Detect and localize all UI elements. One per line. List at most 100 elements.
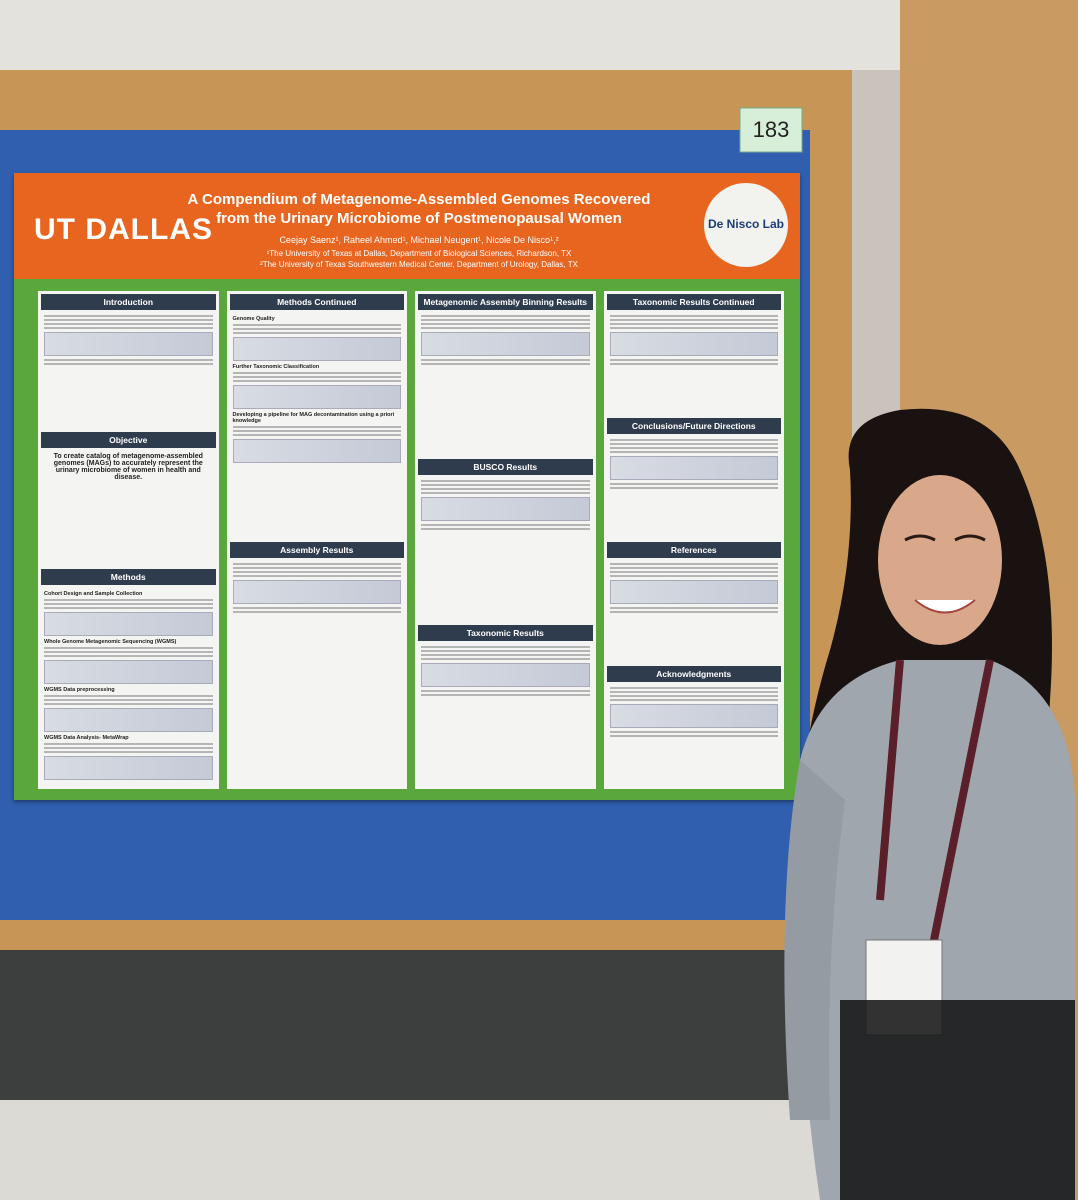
figure xyxy=(609,704,778,728)
text-line xyxy=(232,324,401,326)
figure xyxy=(609,456,778,480)
eye xyxy=(904,534,936,542)
text-line xyxy=(421,323,590,325)
figure xyxy=(421,662,590,687)
text-line xyxy=(232,332,401,334)
text-line xyxy=(421,657,590,660)
section-body xyxy=(607,682,782,786)
text-line xyxy=(609,567,778,569)
affiliations: ¹The University of Texas at Dallas, Depa… xyxy=(174,248,664,270)
text-line xyxy=(609,571,778,573)
text-line xyxy=(609,439,778,441)
section: Conclusions/Future Directions xyxy=(606,418,781,538)
text-line xyxy=(421,653,590,656)
section-body xyxy=(418,310,593,455)
text-line xyxy=(421,359,590,361)
text-line xyxy=(44,703,213,705)
text-line xyxy=(232,434,401,436)
section-heading: Conclusions/Future Directions xyxy=(606,418,781,434)
text-line xyxy=(609,327,778,329)
text-line xyxy=(44,359,213,361)
poster-header: UT DALLAS A Compendium of Metagenome-Ass… xyxy=(14,173,800,279)
logo-right: De Nisco Lab xyxy=(704,183,788,267)
section-body xyxy=(418,641,593,786)
section-heading: Objective xyxy=(41,431,216,448)
subheading: Whole Genome Metagenomic Sequencing (WGM… xyxy=(44,639,177,645)
text-line xyxy=(44,607,213,609)
trousers xyxy=(840,1000,1075,1200)
poster: UT DALLAS A Compendium of Metagenome-Ass… xyxy=(14,173,800,800)
text-line xyxy=(421,649,590,652)
text-line xyxy=(44,747,213,749)
text-line xyxy=(421,315,590,317)
text-line xyxy=(44,319,213,321)
section-heading: Acknowledgments xyxy=(606,666,781,682)
text-line xyxy=(232,611,401,613)
text-line xyxy=(44,695,213,697)
section-heading: Assembly Results xyxy=(229,542,404,558)
text-line xyxy=(609,487,778,489)
text-line xyxy=(232,567,401,569)
subheading: Genome Quality xyxy=(232,316,275,322)
text-line xyxy=(232,575,401,577)
subheading: Cohort Design and Sample Collection xyxy=(44,591,143,597)
text-line xyxy=(609,483,778,485)
figure xyxy=(232,385,401,409)
face xyxy=(878,475,1002,645)
subheading: WGMS Data Analysis- MetaWrap xyxy=(44,735,129,741)
figure xyxy=(421,497,590,522)
section-heading: Methods Continued xyxy=(229,294,404,310)
figure xyxy=(609,580,778,604)
eye xyxy=(954,534,986,542)
text-line xyxy=(609,447,778,449)
poster-column: Methods Continued Genome Quality Further T… xyxy=(226,291,407,789)
text-line xyxy=(421,319,590,321)
section-body: Genome Quality Further Taxonomic Classifi… xyxy=(230,310,405,538)
text-line xyxy=(421,528,590,531)
section-heading: Methods xyxy=(41,569,216,585)
text-line xyxy=(44,327,213,329)
text-line xyxy=(609,363,778,365)
text-line xyxy=(44,743,213,745)
section-body xyxy=(607,558,782,662)
section-body: Cohort Design and Sample Collection Whole… xyxy=(41,585,216,786)
text-line xyxy=(421,689,590,692)
text-line xyxy=(609,359,778,361)
figure xyxy=(44,332,213,356)
text-line xyxy=(232,607,401,609)
section-body xyxy=(607,310,782,414)
section-heading: Taxonomic Results Continued xyxy=(606,294,781,310)
subheading: WGMS Data preprocessing xyxy=(44,687,115,693)
section: Taxonomic Results xyxy=(418,624,593,786)
text-line xyxy=(421,363,590,365)
text-line xyxy=(609,735,778,737)
text-line xyxy=(44,651,213,653)
figure xyxy=(232,337,401,361)
text-line xyxy=(609,691,778,693)
poster-column: Taxonomic Results Continued Conclusions/F… xyxy=(603,291,784,789)
text-line xyxy=(609,451,778,453)
figure xyxy=(44,708,213,732)
lanyard xyxy=(876,659,994,961)
text-line xyxy=(421,484,590,487)
figure xyxy=(232,580,401,604)
smile xyxy=(914,599,976,614)
text-line xyxy=(421,693,590,696)
figure xyxy=(232,439,401,463)
figure xyxy=(44,612,213,636)
text-line xyxy=(609,687,778,689)
section-heading: Taxonomic Results xyxy=(418,624,593,641)
section-body: To create catalog of metagenome-assemble… xyxy=(41,448,216,566)
poster-body: Introduction Objective To create catalog o… xyxy=(38,291,784,789)
section-body xyxy=(418,475,593,620)
text-line xyxy=(44,363,213,365)
text-line xyxy=(421,480,590,483)
text-line xyxy=(609,695,778,697)
subheading: Developing a pipeline for MAG decontamin… xyxy=(232,412,395,424)
text-line xyxy=(44,603,213,605)
text-line xyxy=(232,372,401,374)
text-line xyxy=(609,315,778,317)
section-text: To create catalog of metagenome-assemble… xyxy=(53,452,203,481)
text-line xyxy=(232,563,401,565)
